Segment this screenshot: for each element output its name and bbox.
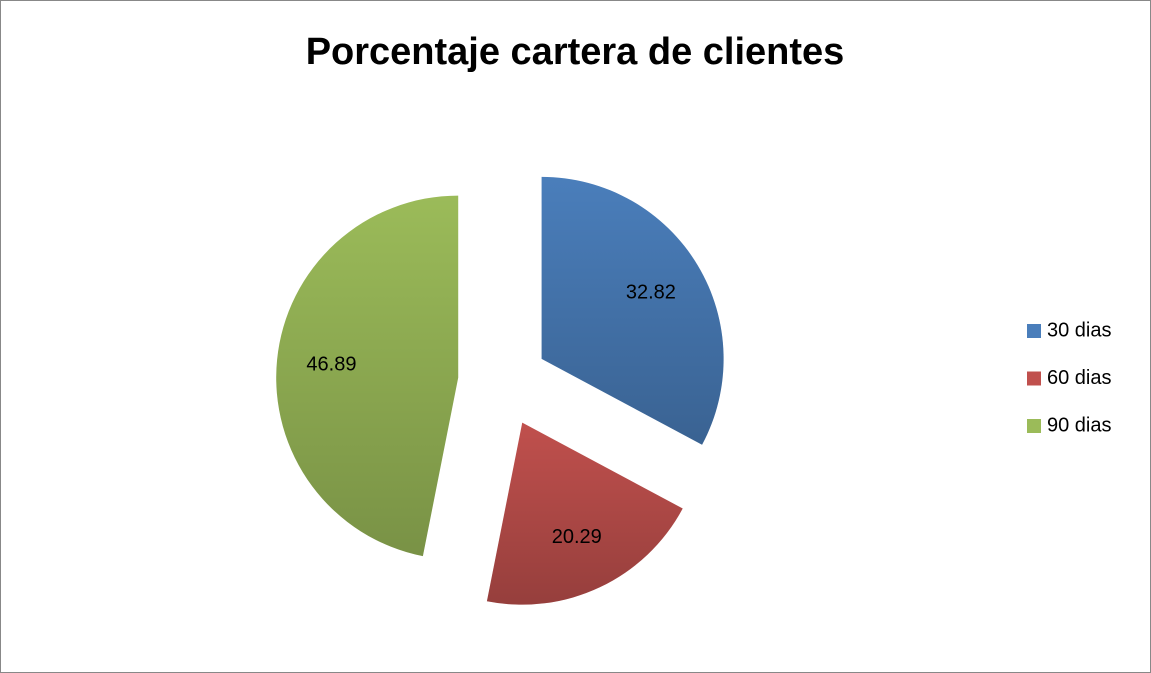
legend-label: 60 dias xyxy=(1047,367,1112,389)
legend-label: 90 dias xyxy=(1047,414,1112,436)
chart-title: Porcentaje cartera de clientes xyxy=(306,31,845,73)
data-label: 46.89 xyxy=(306,353,356,375)
legend-swatch xyxy=(1027,371,1041,386)
legend-label: 30 dias xyxy=(1047,319,1112,341)
legend-swatch xyxy=(1027,324,1041,338)
data-label: 32.82 xyxy=(626,282,676,304)
data-label: 20.29 xyxy=(552,526,602,548)
legend-swatch xyxy=(1027,419,1041,433)
